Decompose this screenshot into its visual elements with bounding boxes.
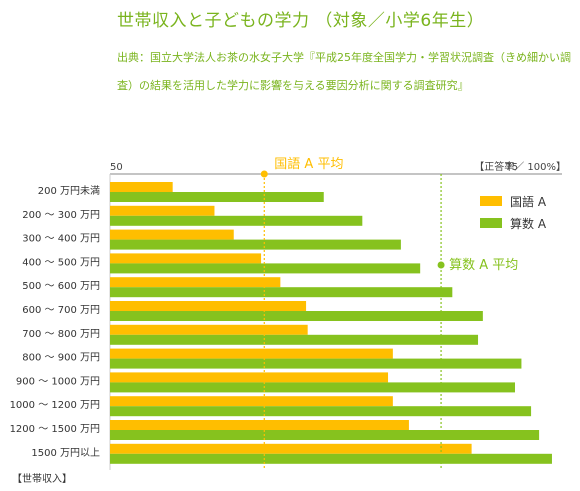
bar-sansu — [110, 192, 324, 202]
chart-source: 出典：国立大学法人お茶の水女子大学『平成25年度全国学力・学習状況調査（きめ細か… — [117, 51, 571, 92]
bar-kokugo — [110, 443, 472, 454]
bar-sansu — [110, 406, 532, 417]
bar-sansu — [110, 358, 522, 369]
category-label: 1200 ～ 1500 万円 — [10, 424, 100, 435]
average-label-sansu: 算数 A 平均 — [449, 258, 518, 273]
legend-swatch-kokugo — [480, 196, 502, 206]
bar-sansu — [110, 287, 453, 298]
bar-kokugo — [110, 205, 215, 216]
average-marker-kokugo — [260, 170, 268, 178]
legend-label-sansu: 算数 A — [510, 216, 547, 231]
bar-sansu — [110, 239, 401, 250]
bar-kokugo — [110, 372, 389, 383]
x-tick-label: 50 — [110, 162, 123, 173]
category-label: 400 ～ 500 万円 — [22, 257, 100, 268]
bar-kokugo — [110, 420, 409, 430]
category-label: 800 ～ 900 万円 — [22, 353, 100, 364]
bar-sansu — [110, 430, 540, 440]
x-tick-label: 75 — [505, 162, 518, 173]
bar-kokugo — [110, 324, 308, 335]
bar-sansu — [110, 311, 483, 321]
legend-swatch-sansu — [480, 218, 502, 228]
chart-title: 世帯収入と子どもの学力 （対象／小学6年生） — [117, 11, 485, 31]
category-label: 1500 万円以上 — [31, 447, 100, 459]
average-label-kokugo: 国語 A 平均 — [274, 156, 343, 172]
category-label: 700 ～ 800 万円 — [22, 329, 100, 340]
legend-label-kokugo: 国語 A — [510, 194, 547, 209]
category-label: 1000 ～ 1200 万円 — [10, 400, 100, 411]
bar-kokugo — [110, 301, 307, 311]
bar-kokugo — [110, 182, 173, 192]
bar-kokugo — [110, 229, 234, 240]
category-label: 500 ～ 600 万円 — [22, 281, 100, 292]
average-label-bg — [446, 253, 539, 273]
bar-sansu — [110, 263, 421, 274]
category-label: 300 ～ 400 万円 — [22, 234, 100, 245]
category-label: 200 万円未満 — [38, 185, 100, 197]
bar-sansu — [110, 453, 552, 464]
bar-sansu — [110, 334, 479, 345]
bar-kokugo — [110, 253, 262, 264]
x-axis-unit-label: 【正答率／ 100%】 — [474, 160, 566, 173]
bar-kokugo — [110, 396, 393, 407]
category-label: 900 ～ 1000 万円 — [16, 376, 100, 387]
average-marker-sansu — [437, 261, 445, 269]
bar-kokugo — [110, 348, 393, 359]
y-axis-category-label: 【世帯収入】 — [12, 472, 72, 485]
category-label: 200 ～ 300 万円 — [22, 210, 100, 221]
bar-sansu — [110, 382, 515, 393]
category-label: 600 ～ 700 万円 — [22, 305, 100, 316]
bar-sansu — [110, 215, 363, 226]
bar-kokugo — [110, 277, 281, 288]
